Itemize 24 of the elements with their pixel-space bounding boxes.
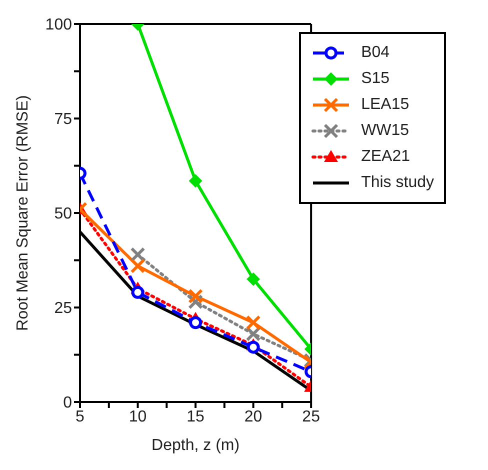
y-tick-label: 50	[54, 206, 72, 223]
y-tick-label: 25	[54, 300, 72, 318]
point	[246, 272, 260, 286]
x-tick-label: 15	[186, 408, 205, 426]
legend-label: ZEA21	[361, 147, 410, 167]
y-tick-label: 75	[54, 111, 72, 128]
legend-label: S15	[361, 69, 390, 89]
point	[188, 288, 204, 304]
x-tick-label: 25	[302, 408, 320, 426]
point	[189, 316, 202, 330]
point	[246, 340, 260, 354]
x-axis-title: Depth, z (m)	[152, 437, 240, 454]
y-tick-label: 0	[63, 394, 72, 412]
legend-label: B04	[361, 43, 390, 63]
legend-label: WW15	[361, 121, 410, 141]
x-tick-label: 5	[76, 408, 85, 426]
point	[189, 174, 202, 188]
y-axis-title: Root Mean Square Error (RMSE)	[14, 95, 32, 331]
legend-label: This study	[361, 173, 434, 193]
legend-label: LEA15	[361, 95, 410, 115]
x-tick-label: 10	[128, 408, 147, 426]
y-tick-label: 100	[45, 16, 72, 34]
x-tick-label: 20	[244, 408, 262, 426]
point	[246, 315, 261, 330]
